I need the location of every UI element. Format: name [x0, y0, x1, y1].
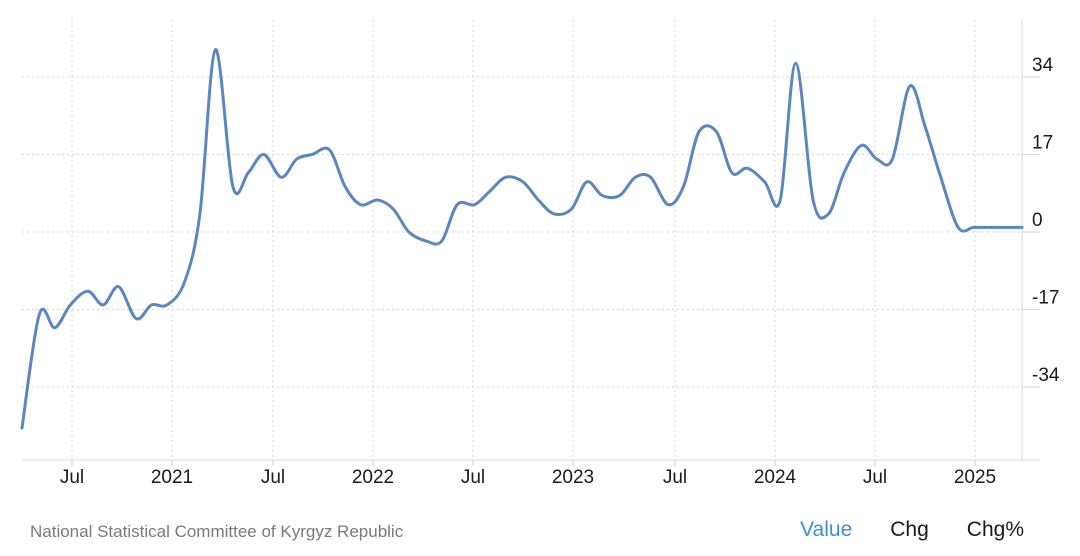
chart-grid: [22, 20, 1022, 460]
x-tick-label: 2021: [151, 467, 193, 488]
y-axis-ticks: 34 17 0 -17 -34: [1022, 55, 1060, 388]
tab-value[interactable]: Value: [800, 518, 853, 541]
tab-chg-percent[interactable]: Chg%: [966, 518, 1024, 541]
x-tick-label: Jul: [663, 467, 687, 488]
y-tick-label: -34: [1032, 365, 1060, 386]
y-tick-label: 17: [1032, 133, 1053, 154]
y-tick-label: 0: [1032, 210, 1043, 231]
x-tick-label: Jul: [261, 467, 285, 488]
series-line-value: [20, 48, 1024, 430]
chart-footer: National Statistical Committee of Kyrgyz…: [0, 512, 1080, 552]
y-tick-label: 34: [1032, 55, 1054, 76]
x-tick-label: 2023: [552, 467, 594, 488]
view-tabs: Value Chg Chg%: [800, 518, 1024, 542]
line-chart: Jul 2021 Jul 2022 Jul 2023 Jul 2024 Jul 2025 34 17…: [20, 20, 1060, 488]
source-label: National Statistical Committee of Kyrgyz…: [30, 522, 404, 541]
x-tick-label: 2024: [754, 467, 797, 488]
x-tick-label: Jul: [461, 467, 485, 488]
x-axis-ticks: Jul 2021 Jul 2022 Jul 2023 Jul 2024 Jul 2025: [60, 460, 996, 488]
x-tick-label: 2022: [352, 467, 394, 488]
x-tick-label: Jul: [863, 467, 887, 488]
x-tick-label: Jul: [60, 467, 84, 488]
x-tick-label: 2025: [954, 467, 996, 488]
y-tick-label: -17: [1032, 288, 1059, 309]
tab-chg[interactable]: Chg: [890, 518, 929, 541]
